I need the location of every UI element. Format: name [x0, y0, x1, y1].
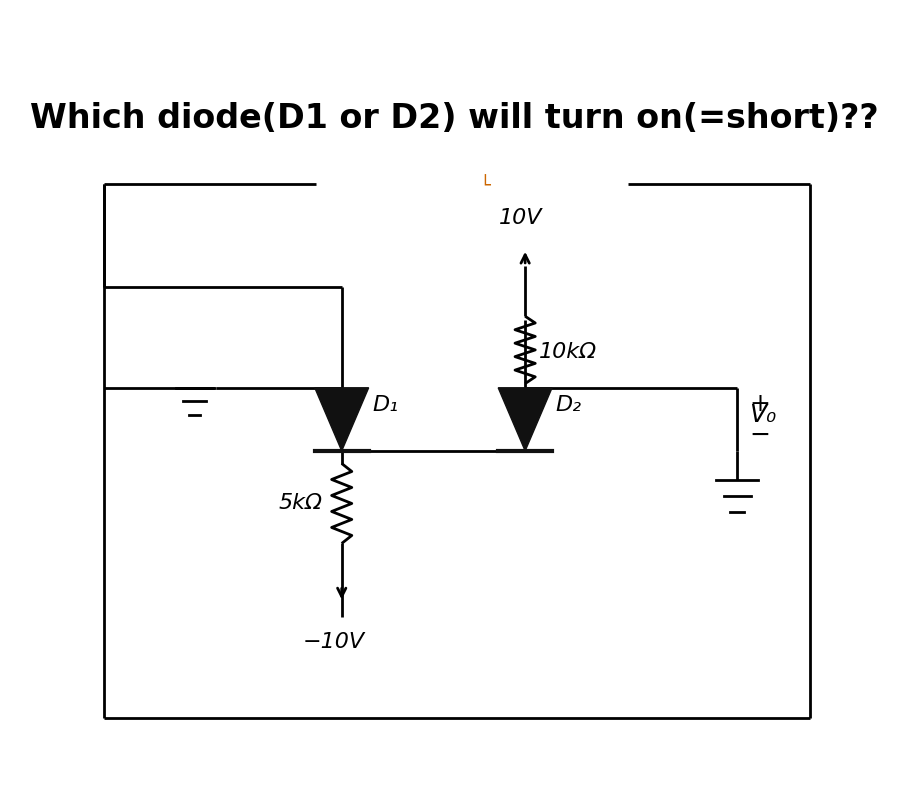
Text: −: − [749, 423, 770, 447]
Text: −10V: −10V [302, 632, 365, 652]
Text: +: + [749, 392, 770, 416]
Polygon shape [498, 388, 552, 451]
Text: └: └ [479, 177, 490, 196]
Text: V₀: V₀ [749, 403, 776, 427]
Text: 5kΩ: 5kΩ [278, 493, 323, 514]
Text: D₁: D₁ [372, 394, 398, 415]
Text: D₂: D₂ [555, 394, 582, 415]
Text: 10kΩ: 10kΩ [539, 342, 596, 362]
Polygon shape [315, 388, 369, 451]
Text: Which diode(D1 or D2) will turn on(=short)??: Which diode(D1 or D2) will turn on(=shor… [30, 101, 879, 134]
Text: 10V: 10V [499, 208, 543, 228]
